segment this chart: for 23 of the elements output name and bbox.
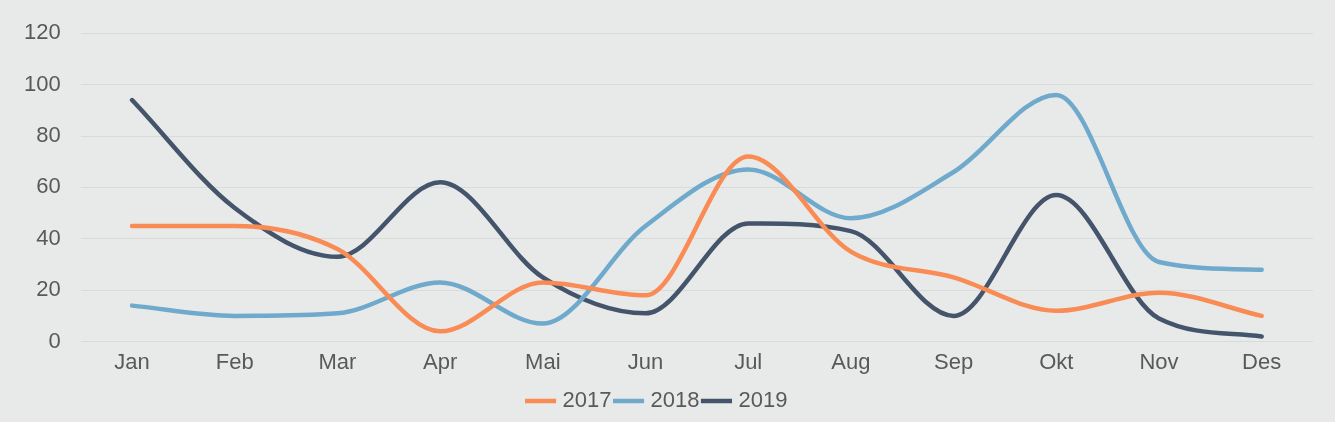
x-tick-label: Apr — [423, 348, 458, 374]
x-tick-label: Aug — [831, 348, 871, 374]
y-tick-label: 0 — [48, 327, 61, 353]
x-tick-label: Mai — [525, 348, 561, 374]
x-tick-label: Okt — [1039, 348, 1074, 374]
y-tick-label: 40 — [36, 224, 61, 250]
y-tick-label: 100 — [23, 70, 61, 96]
legend-label: 2017 — [562, 387, 612, 413]
y-tick-label: 80 — [36, 122, 61, 148]
x-tick-label: Jun — [627, 348, 664, 374]
y-tick-label: 20 — [36, 276, 61, 302]
x-tick-label: Mar — [318, 348, 357, 374]
line-series — [129, 154, 1264, 334]
x-tick-label: Feb — [215, 348, 254, 374]
x-tick-label: Nov — [1139, 348, 1179, 374]
legend-label: 2018 — [650, 387, 700, 413]
x-tick-label: Jan — [114, 348, 150, 374]
x-tick-label: Des — [1242, 348, 1282, 374]
x-tick-label: Jul — [734, 348, 763, 374]
y-tick-label: 60 — [36, 173, 61, 199]
y-tick-label: 120 — [23, 19, 61, 45]
legend-label: 2019 — [738, 387, 788, 413]
x-tick-label: Sep — [934, 348, 974, 374]
